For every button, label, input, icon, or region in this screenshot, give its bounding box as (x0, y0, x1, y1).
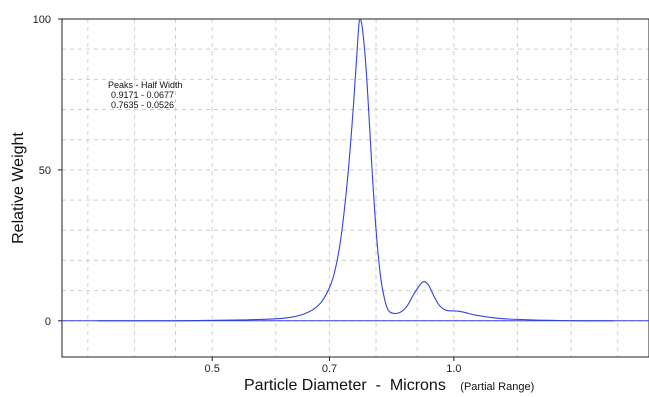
x-axis-label-main: Particle Diameter - Microns (244, 377, 446, 394)
y-tick-label: 0 (45, 316, 51, 328)
y-tick-label: 100 (33, 14, 51, 26)
annotation-row-1: 0.9171 - 0.0677 (111, 90, 174, 100)
x-tick-label: 0.7 (322, 363, 337, 375)
plot-frame (61, 18, 649, 358)
annotation-row-2: 0.7635 - 0.0526 (111, 100, 174, 110)
x-axis-label: Particle Diameter - Microns (Partial Ran… (244, 377, 534, 394)
annotation-header: Peaks - Half Width (108, 80, 183, 90)
x-axis-label-note: (Partial Range) (460, 381, 534, 393)
y-axis-label: Relative Weight (10, 132, 27, 244)
x-axis: 0.5 0.7 1.0 (205, 357, 462, 375)
distribution-curve (97, 18, 614, 322)
peaks-annotation: Peaks - Half Width 0.9171 - 0.0677 0.763… (108, 80, 183, 110)
y-tick-label: 50 (39, 165, 51, 177)
x-tick-label: 1.0 (446, 363, 461, 375)
y-axis: 0 50 100 (33, 14, 62, 328)
x-tick-label: 0.5 (205, 363, 220, 375)
